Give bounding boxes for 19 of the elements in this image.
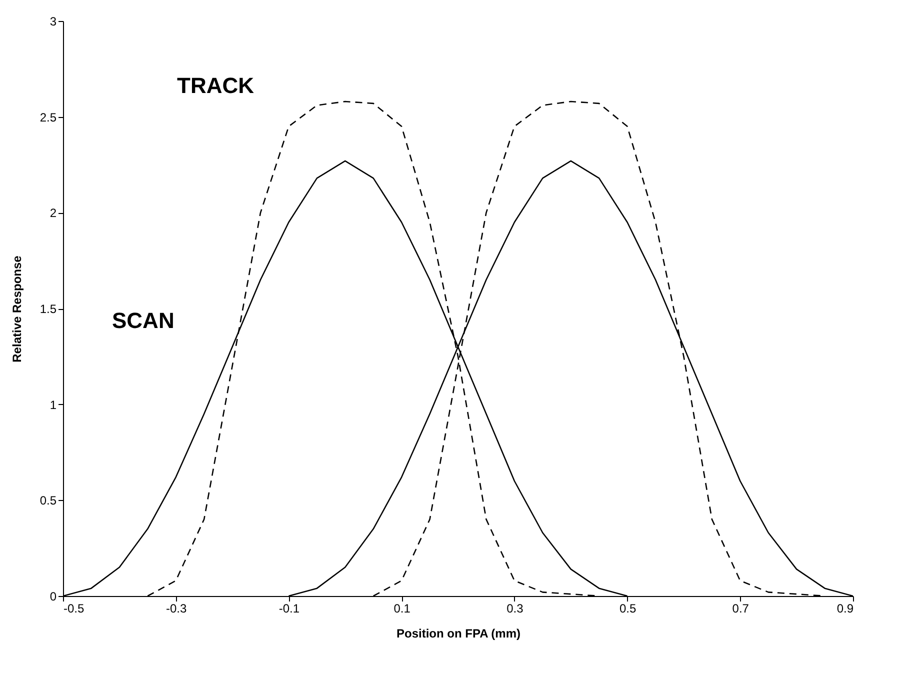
x-tick-label: -0.5 <box>64 602 85 616</box>
y-tick-label: 0.5 <box>40 494 57 508</box>
x-tick-label: 0.5 <box>619 602 636 616</box>
y-tick-label: 2 <box>50 206 57 220</box>
x-tick-label: 0.3 <box>506 602 524 616</box>
x-tick-label: -0.1 <box>278 602 300 616</box>
y-tick-label: 0 <box>50 590 57 604</box>
y-tick-label: 1 <box>50 398 57 412</box>
x-axis-title: Position on FPA (mm) <box>396 626 520 640</box>
annotation: TRACK <box>177 73 254 98</box>
y-tick-label: 3 <box>50 14 57 28</box>
y-axis-title: Relative Response <box>10 255 24 362</box>
x-tick-label: 0.7 <box>732 602 750 616</box>
y-tick-label: 1.5 <box>40 302 57 316</box>
x-tick-label: 0.9 <box>836 602 854 616</box>
y-tick-label: 2.5 <box>40 110 57 124</box>
x-tick-label: 0.1 <box>394 602 411 616</box>
annotation: SCAN <box>112 308 174 333</box>
x-tick-label: -0.3 <box>166 602 188 616</box>
